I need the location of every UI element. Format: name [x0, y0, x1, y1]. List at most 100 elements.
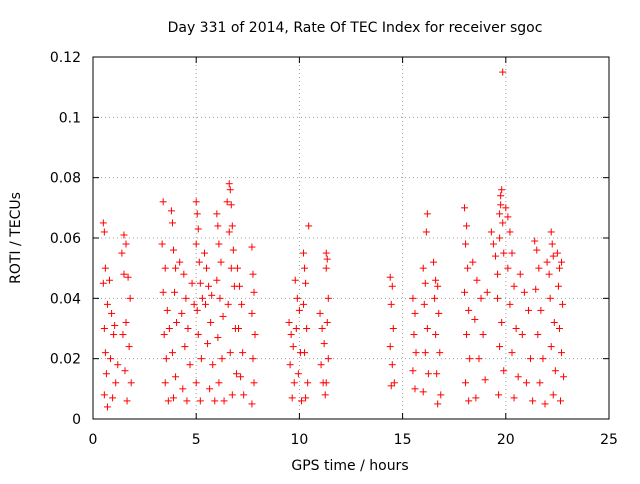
- data-point: [496, 234, 504, 242]
- data-point: [386, 343, 394, 351]
- data-point: [500, 367, 508, 375]
- data-point: [437, 391, 445, 399]
- data-points: [99, 68, 568, 411]
- data-point: [237, 373, 245, 381]
- data-point: [550, 318, 558, 326]
- data-point: [483, 288, 491, 296]
- data-point: [218, 355, 226, 363]
- data-point: [159, 198, 167, 206]
- data-point: [172, 373, 180, 381]
- data-point: [193, 210, 201, 218]
- y-tick-label: 0.06: [50, 231, 81, 247]
- data-point: [285, 318, 293, 326]
- data-point: [194, 225, 202, 233]
- data-point: [461, 204, 469, 212]
- data-point: [462, 240, 470, 248]
- data-point: [506, 300, 514, 308]
- data-point: [214, 334, 222, 342]
- data-point: [190, 300, 198, 308]
- data-point: [463, 222, 471, 230]
- data-point: [388, 361, 396, 369]
- plot-frame: [92, 56, 610, 420]
- data-point: [214, 222, 222, 230]
- data-point: [411, 309, 419, 317]
- data-point: [529, 397, 537, 405]
- data-point: [206, 385, 214, 393]
- data-point: [545, 270, 553, 278]
- data-point: [431, 294, 439, 302]
- data-point: [119, 331, 127, 339]
- data-point: [213, 210, 221, 218]
- data-point: [225, 180, 233, 188]
- data-point: [322, 249, 330, 257]
- data-point: [547, 343, 555, 351]
- data-point: [111, 321, 119, 329]
- data-point: [506, 228, 514, 236]
- data-point: [436, 349, 444, 357]
- data-point: [465, 306, 473, 314]
- data-point: [434, 400, 442, 408]
- data-point: [434, 282, 442, 290]
- data-point: [433, 370, 441, 378]
- data-point: [522, 379, 530, 387]
- x-tick-label: 0: [89, 432, 98, 448]
- x-tick-label: 25: [600, 432, 618, 448]
- data-point: [494, 270, 502, 278]
- data-point: [497, 192, 505, 200]
- data-point: [184, 325, 192, 332]
- data-point: [103, 403, 111, 411]
- data-point: [556, 397, 564, 405]
- data-point: [215, 379, 223, 387]
- data-point: [207, 318, 215, 326]
- data-point: [127, 379, 135, 387]
- data-point: [213, 276, 221, 284]
- data-point: [196, 397, 204, 405]
- data-point: [290, 379, 298, 387]
- data-point: [188, 279, 196, 287]
- data-point: [537, 306, 545, 314]
- data-point: [235, 325, 243, 332]
- data-point: [99, 219, 107, 227]
- data-point: [423, 210, 431, 218]
- data-point: [558, 258, 566, 266]
- data-point: [301, 264, 309, 272]
- data-point: [502, 204, 510, 212]
- data-point: [525, 306, 533, 314]
- data-point: [192, 379, 200, 387]
- data-point: [233, 264, 241, 272]
- data-point: [510, 394, 518, 402]
- data-point: [223, 198, 231, 206]
- data-point: [219, 312, 227, 320]
- data-point: [303, 325, 311, 332]
- data-point: [162, 355, 170, 363]
- data-point: [386, 273, 394, 281]
- data-point: [508, 249, 516, 257]
- data-point: [302, 394, 310, 402]
- data-point: [180, 270, 188, 278]
- data-point: [411, 385, 419, 393]
- data-point: [560, 373, 568, 381]
- y-tick-label: 0.02: [50, 352, 81, 368]
- data-point: [293, 294, 301, 302]
- data-point: [249, 355, 257, 363]
- data-point: [248, 400, 256, 408]
- x-tick-label: 10: [290, 432, 308, 448]
- data-point: [504, 213, 512, 221]
- data-point: [464, 264, 472, 272]
- data-point: [512, 325, 520, 332]
- y-axis-label: ROTI / TECUs: [8, 192, 24, 284]
- data-point: [161, 379, 169, 387]
- data-point: [225, 228, 233, 236]
- data-point: [164, 397, 172, 405]
- data-point: [539, 355, 547, 363]
- data-point: [317, 361, 325, 369]
- data-point: [489, 240, 497, 248]
- data-point: [226, 186, 234, 194]
- data-point: [300, 300, 308, 308]
- data-point: [419, 264, 427, 272]
- data-point: [508, 349, 516, 357]
- data-point: [120, 270, 128, 278]
- data-point: [294, 370, 302, 378]
- data-point: [301, 349, 309, 357]
